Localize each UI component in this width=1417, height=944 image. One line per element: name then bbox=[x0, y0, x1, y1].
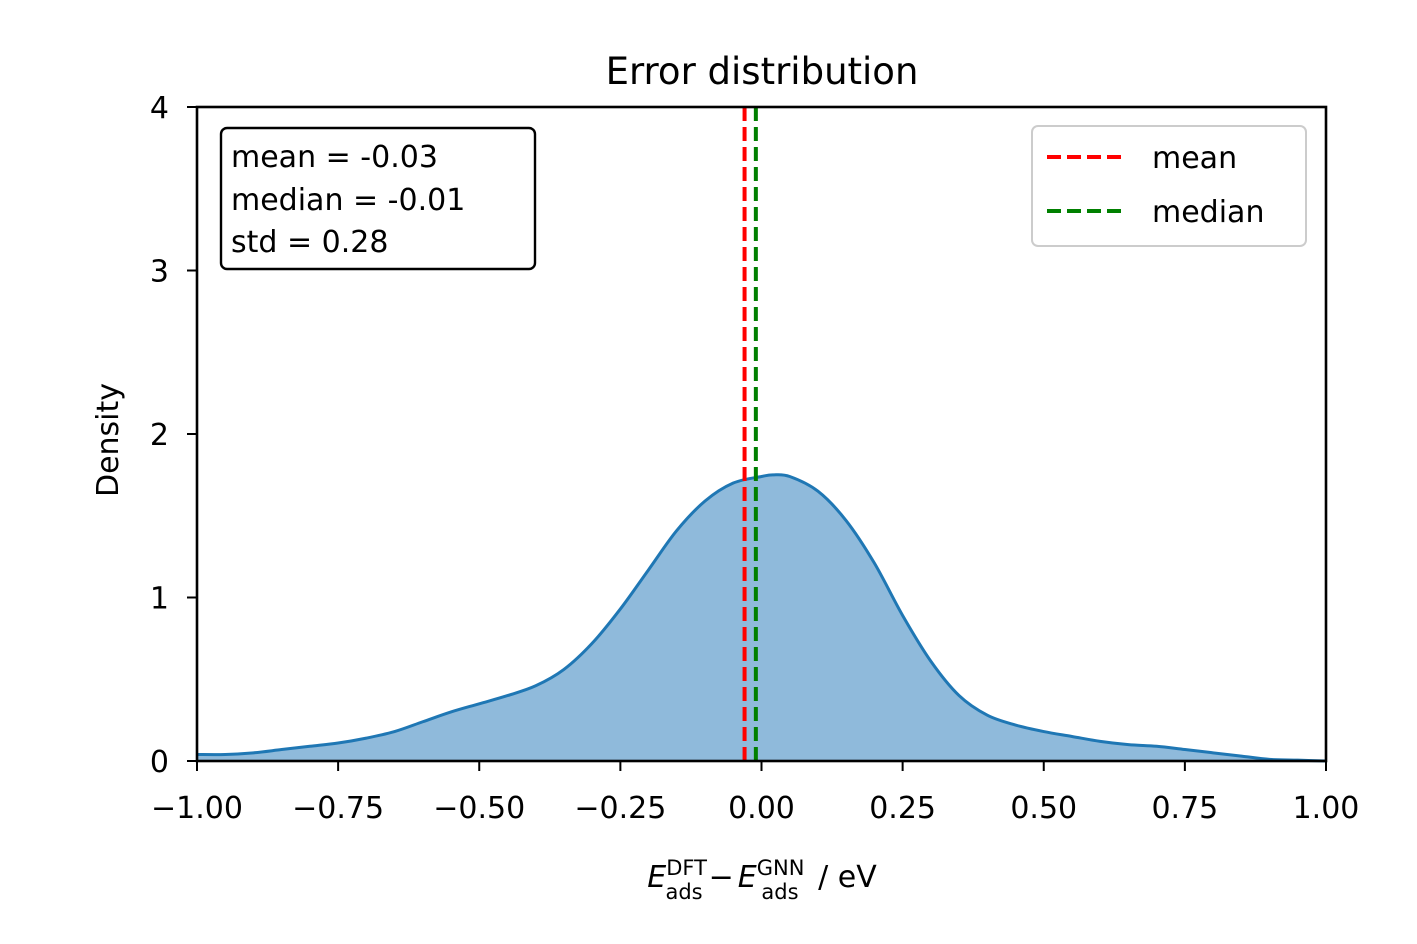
x-label-unit: / eV bbox=[809, 860, 878, 895]
stats-box-frame bbox=[219, 126, 537, 271]
chart-title: Error distribution bbox=[606, 50, 919, 93]
y-axis-ticks: 0 1 2 3 4 bbox=[150, 91, 197, 780]
stats-mean-text: mean = -0.03 bbox=[231, 140, 438, 175]
stats-median-text: median = -0.01 bbox=[231, 183, 465, 218]
x-label-e1: E bbox=[647, 860, 666, 895]
x-tick-label: 0.25 bbox=[869, 791, 936, 826]
plot-area bbox=[196, 107, 1327, 763]
x-tick-label: 1.00 bbox=[1293, 791, 1360, 826]
x-axis-label: EDFT ads − EGNN ads / eV bbox=[647, 856, 877, 904]
x-tick-label: −0.50 bbox=[433, 791, 525, 826]
x-label-e1-sup: DFT bbox=[666, 856, 707, 880]
y-tick-label: 3 bbox=[150, 255, 169, 290]
y-tick-label: 0 bbox=[150, 745, 169, 780]
x-tick-label: 0.00 bbox=[728, 791, 795, 826]
x-label-e1-sub: ads bbox=[665, 880, 702, 904]
x-tick-label: −0.75 bbox=[292, 791, 384, 826]
x-label-e2-sub: ads bbox=[761, 880, 798, 904]
stats-std-text: std = 0.28 bbox=[231, 225, 388, 260]
x-label-e2: E bbox=[738, 860, 757, 895]
kde-curve-line bbox=[196, 473, 1327, 763]
legend-median-label: median bbox=[1152, 195, 1264, 230]
y-axis-label: Density bbox=[91, 383, 126, 497]
stats-annotation-box: mean = -0.03 median = -0.01 std = 0.28 bbox=[219, 126, 537, 271]
x-tick-label: 0.50 bbox=[1010, 791, 1077, 826]
y-tick-label: 4 bbox=[150, 91, 169, 126]
y-tick-label: 1 bbox=[150, 582, 169, 617]
x-label-minus: − bbox=[709, 860, 734, 895]
y-tick-label: 2 bbox=[150, 418, 169, 453]
x-tick-label: −0.25 bbox=[574, 791, 666, 826]
x-tick-label: 0.75 bbox=[1151, 791, 1218, 826]
kde-fill-area bbox=[197, 474, 1326, 761]
x-axis-ticks: −1.00 −0.75 −0.50 −0.25 0.00 0.25 0.50 0.75 1.00 bbox=[151, 761, 1359, 826]
x-label-e2-sup: GNN bbox=[757, 856, 805, 880]
legend-mean-label: mean bbox=[1152, 141, 1237, 176]
x-tick-label: −1.00 bbox=[151, 791, 243, 826]
legend: mean median bbox=[1031, 125, 1307, 247]
